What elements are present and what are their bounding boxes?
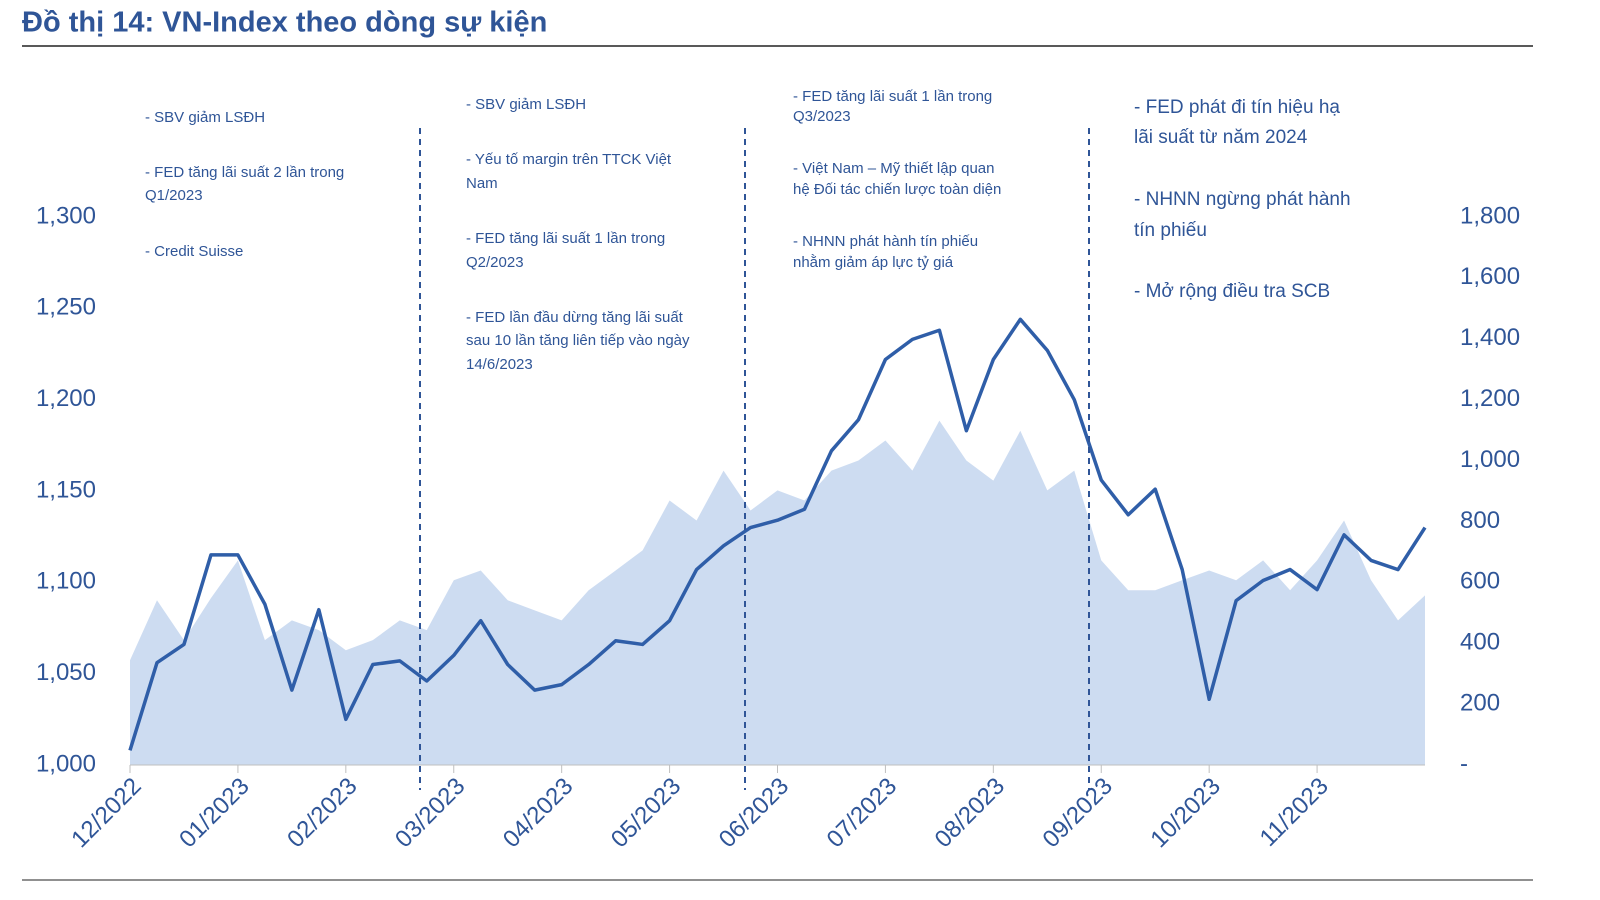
annotation: lãi suất từ năm 2024: [1134, 127, 1308, 148]
annotation: - FED tăng lãi suất 1 lần trong: [793, 88, 992, 105]
event-dividers: [419, 128, 1090, 790]
x-tick-label: 06/2023: [714, 773, 794, 853]
x-tick-label: 04/2023: [498, 773, 578, 853]
annotation: 14/6/2023: [466, 356, 533, 373]
x-tick-label: 05/2023: [606, 773, 686, 853]
y2-tick-label: 1,400: [1460, 324, 1520, 351]
x-tick-label: 02/2023: [282, 773, 362, 853]
y-tick-label: 1,100: [36, 568, 96, 595]
annotation: - Yếu tố margin trên TTCK Việt: [466, 151, 672, 168]
annotation: - FED tăng lãi suất 2 lần trong: [145, 164, 344, 181]
annotation: - Việt Nam – Mỹ thiết lập quan: [793, 160, 995, 177]
plot: [128, 317, 1427, 765]
y-tick-label: 1,300: [36, 202, 96, 229]
annotation: - FED tăng lãi suất 1 lần trong: [466, 230, 665, 247]
y2-tick-label: 800: [1460, 507, 1500, 534]
x-tick-label: 12/2022: [66, 773, 146, 853]
y2-tick-label: -: [1460, 750, 1468, 777]
annotation: - FED lần đầu dừng tăng lãi suất: [466, 309, 684, 326]
annotation: nhằm giảm áp lực tỷ giá: [793, 254, 954, 271]
y-tick-label: 1,150: [36, 476, 96, 503]
annotation: sau 10 lần tăng liên tiếp vào ngày: [466, 332, 690, 349]
y2-tick-label: 1,600: [1460, 263, 1520, 290]
y2-tick-label: 600: [1460, 568, 1500, 595]
annotation: Nam: [466, 175, 498, 192]
annotation: Q2/2023: [466, 254, 524, 271]
y2-tick-label: 1,800: [1460, 202, 1520, 229]
annotation: - Credit Suisse: [145, 243, 243, 260]
annotation: hệ Đối tác chiến lược toàn diện: [793, 181, 1001, 198]
y-tick-label: 1,000: [36, 750, 96, 777]
x-tick-label: 11/2023: [1255, 773, 1334, 852]
x-tick-label: 07/2023: [822, 773, 902, 853]
annotation: - SBV giảm LSĐH: [466, 96, 586, 113]
x-tick-label: 03/2023: [390, 773, 470, 853]
annotation: - FED phát đi tín hiệu hạ: [1134, 97, 1340, 118]
x-tick-label: 09/2023: [1038, 773, 1118, 853]
y2-tick-label: 400: [1460, 629, 1500, 656]
annotation: - SBV giảm LSĐH: [145, 109, 265, 126]
x-tick-label: 08/2023: [930, 773, 1010, 853]
chart-title: Đồ thị 14: VN-Index theo dòng sự kiện: [22, 7, 547, 39]
annotation: Q3/2023: [793, 108, 851, 125]
y2-tick-label: 1,000: [1460, 446, 1520, 473]
y-tick-label: 1,200: [36, 385, 96, 412]
y2-tick-label: 1,200: [1460, 385, 1520, 412]
x-tick-label: 10/2023: [1145, 773, 1225, 853]
index-line: [128, 317, 1427, 751]
volume-area: [130, 420, 1425, 765]
y2-tick-label: 200: [1460, 689, 1500, 716]
y-tick-label: 1,250: [36, 294, 96, 321]
annotation: - NHNN ngừng phát hành: [1134, 189, 1351, 210]
annotation: - NHNN phát hành tín phiếu: [793, 233, 978, 250]
y-tick-label: 1,050: [36, 659, 96, 686]
x-tick-label: 01/2023: [174, 773, 254, 853]
annotation: tín phiếu: [1134, 220, 1207, 241]
annotation: Q1/2023: [145, 187, 203, 204]
annotation: - Mở rộng điều tra SCB: [1134, 281, 1330, 302]
